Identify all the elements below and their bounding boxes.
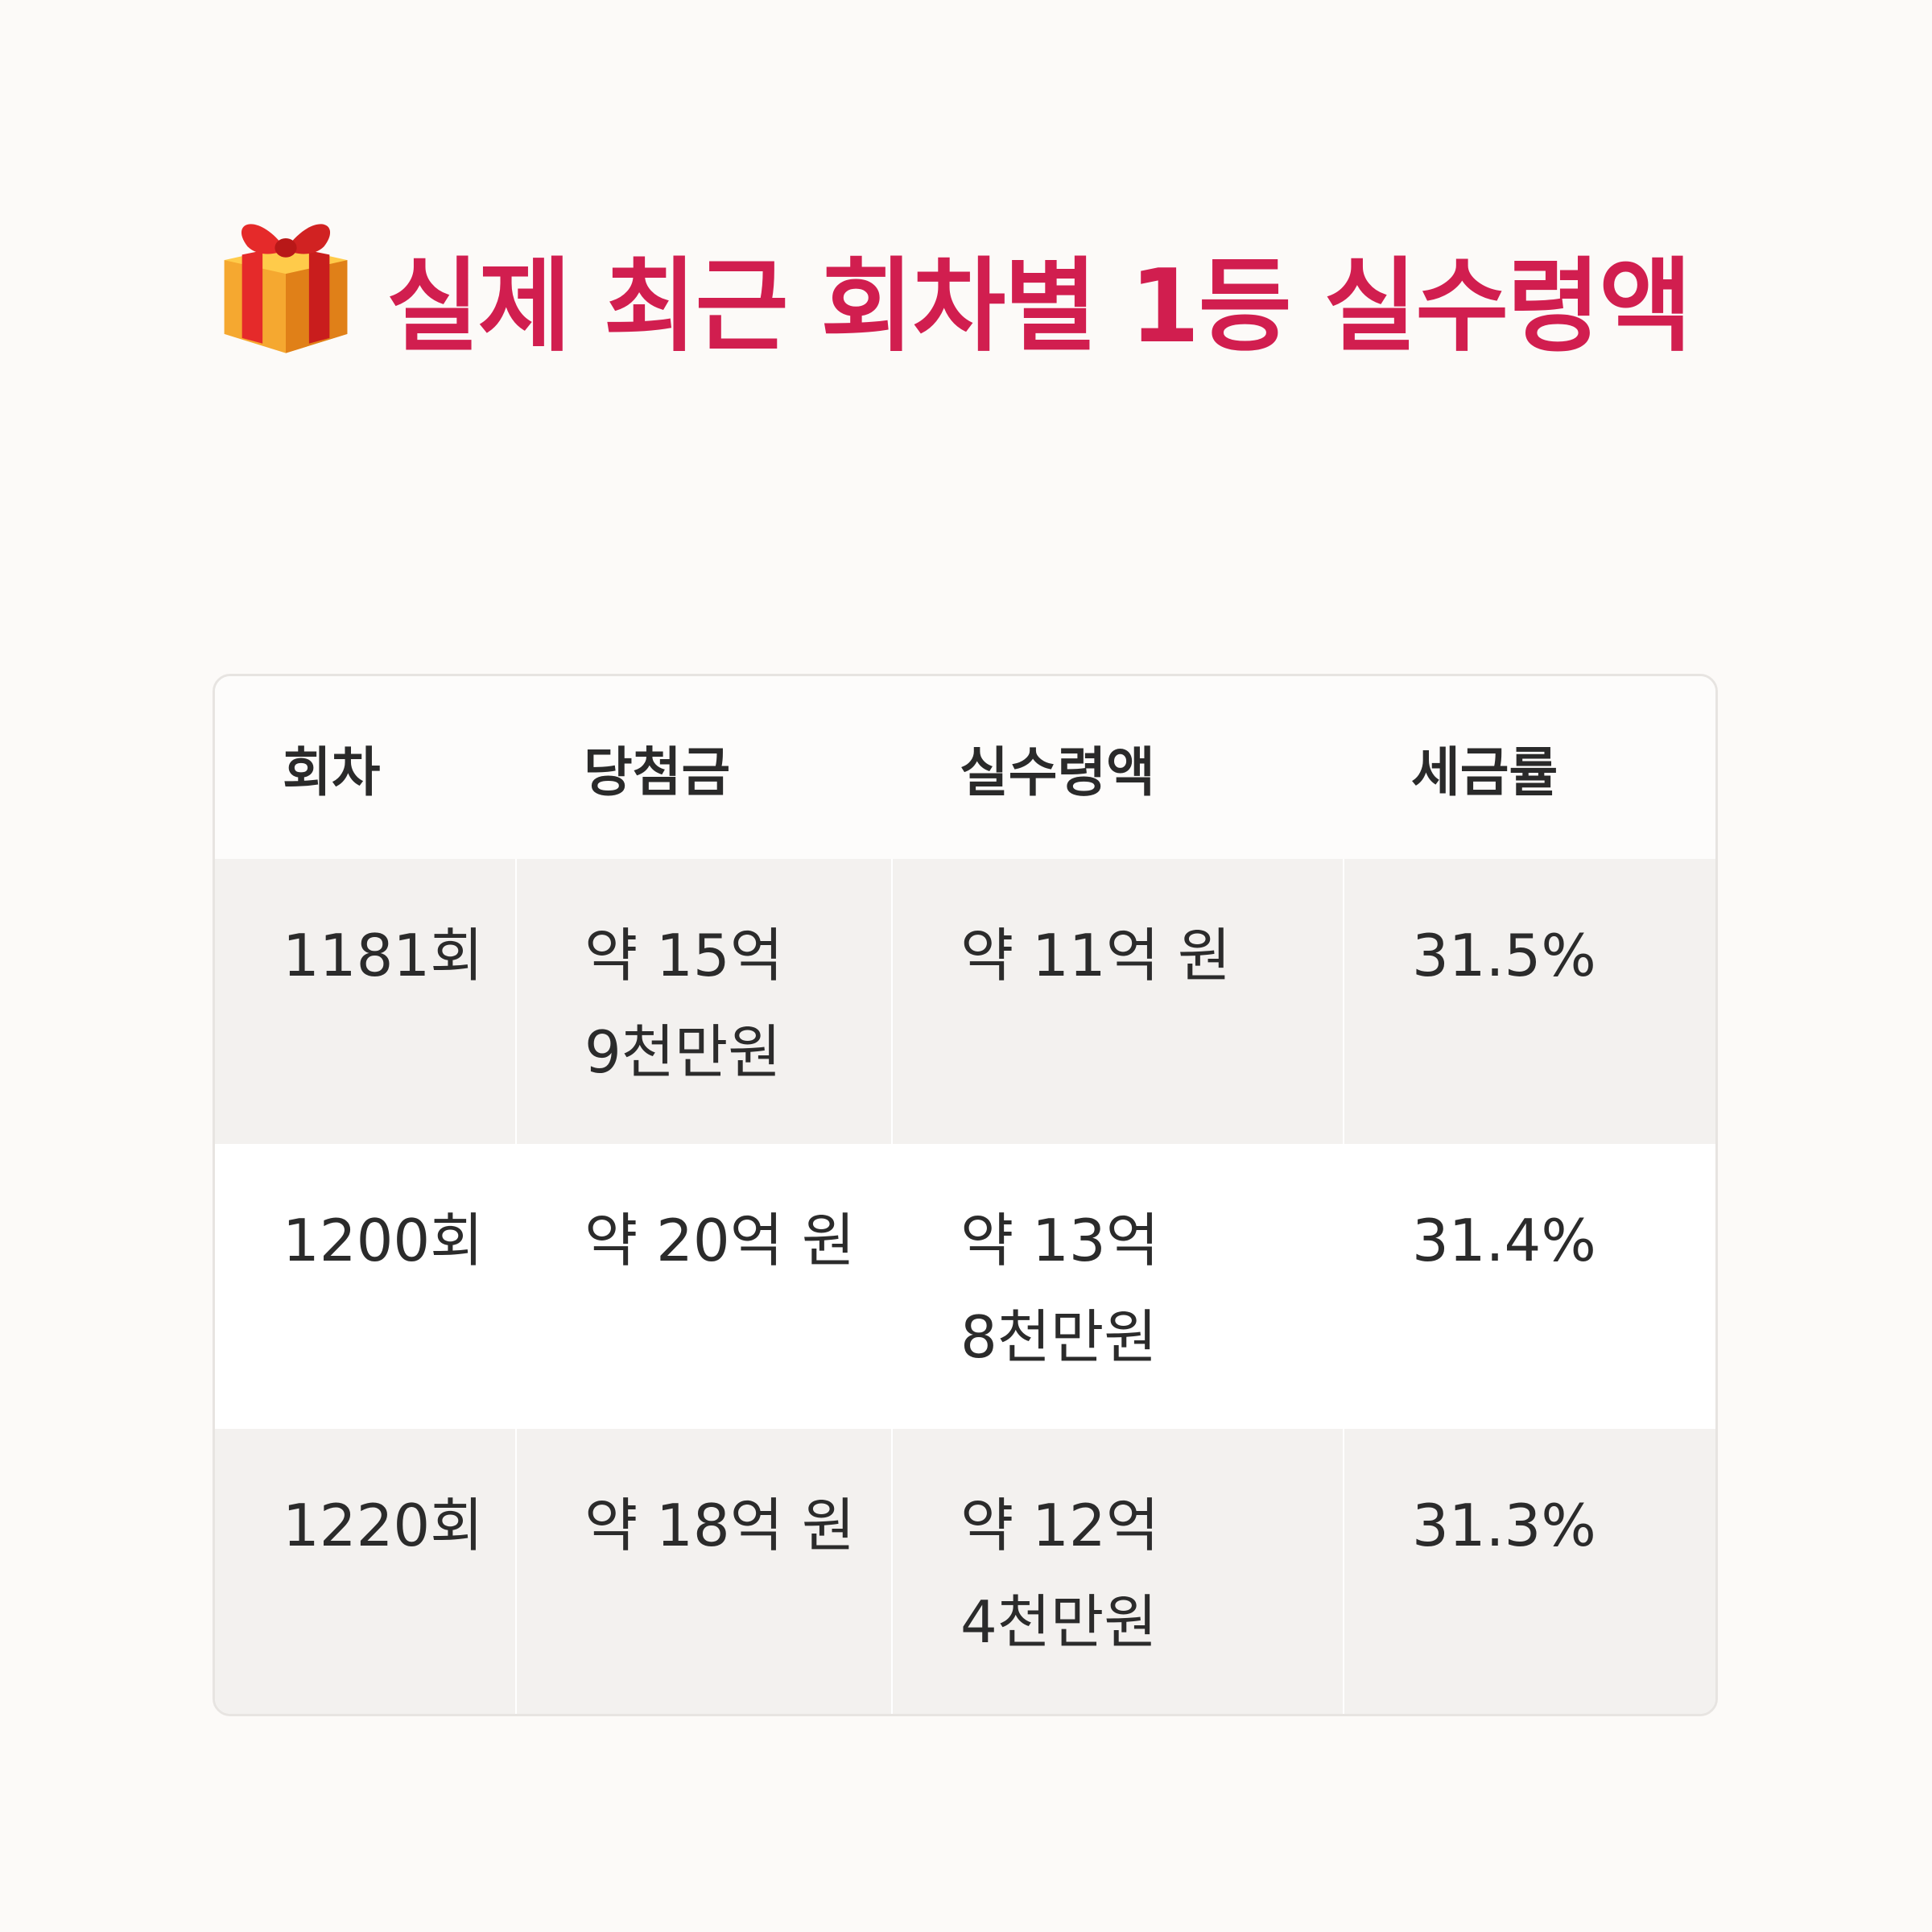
cell-net: 약 13억 8천만원 (891, 1144, 1344, 1429)
cell-prize: 약 18억 원 (515, 1429, 892, 1714)
header-tax: 세금률 (1344, 676, 1715, 859)
cell-tax: 31.3% (1343, 1429, 1715, 1714)
page-title: 실제 최근 회차별 1등 실수령액 (217, 211, 1747, 391)
table-row: 1200회 약 20억 원 약 13억 8천만원 31.4% (215, 1144, 1715, 1429)
table-row: 1181회 약 15억 9천만원 약 11억 원 31.5% (215, 859, 1715, 1144)
cell-round: 1181회 (215, 859, 516, 1144)
title-text: 실제 최근 회차별 1등 실수령액 (386, 247, 1692, 365)
cell-tax: 31.4% (1343, 1144, 1715, 1429)
cell-prize: 약 15억 9천만원 (515, 859, 892, 1144)
header-prize: 당첨금 (516, 676, 892, 859)
cell-net: 약 11억 원 (891, 859, 1344, 1144)
table-header-row: 회차 당첨금 실수령액 세금률 (215, 676, 1715, 859)
payout-table-card: 회차 당첨금 실수령액 세금률 1181회 약 15억 9천만원 약 11억 원… (213, 674, 1718, 1716)
payout-table: 회차 당첨금 실수령액 세금률 1181회 약 15억 9천만원 약 11억 원… (215, 676, 1715, 1714)
header-net: 실수령액 (892, 676, 1344, 859)
gift-icon (224, 224, 348, 353)
table-row: 1220회 약 18억 원 약 12억 4천만원 31.3% (215, 1429, 1715, 1714)
cell-prize: 약 20억 원 (515, 1144, 892, 1429)
cell-tax: 31.5% (1343, 859, 1715, 1144)
cell-net: 약 12억 4천만원 (891, 1429, 1344, 1714)
header-round: 회차 (215, 676, 516, 859)
cell-round: 1220회 (215, 1429, 516, 1714)
cell-round: 1200회 (215, 1144, 516, 1429)
